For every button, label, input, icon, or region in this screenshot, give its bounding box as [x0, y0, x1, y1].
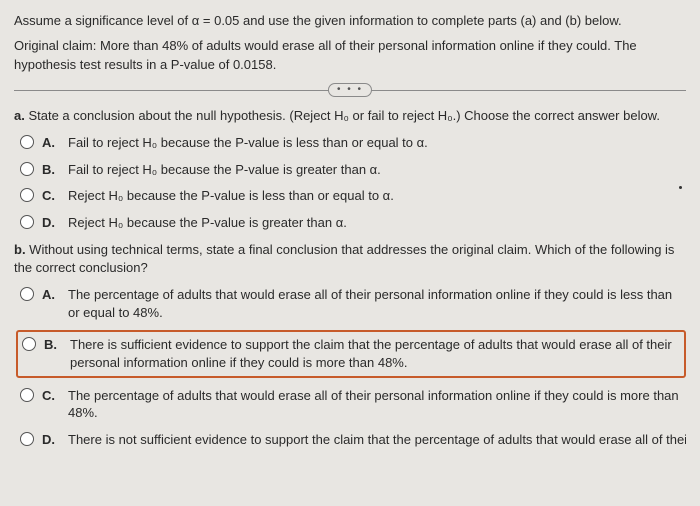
option-a-C[interactable]: C. Reject H₀ because the P-value is less… — [20, 187, 686, 205]
intro-line-1: Assume a significance level of α = 0.05 … — [14, 12, 686, 31]
option-letter: C. — [42, 387, 60, 405]
intro-line-2: Original claim: More than 48% of adults … — [14, 37, 686, 75]
radio-icon[interactable] — [20, 287, 34, 301]
radio-icon[interactable] — [20, 215, 34, 229]
option-text: Fail to reject H₀ because the P-value is… — [68, 161, 686, 179]
option-letter: D. — [42, 214, 60, 232]
option-text: The percentage of adults that would eras… — [68, 286, 686, 321]
part-a-prompt: a. State a conclusion about the null hyp… — [14, 107, 686, 125]
option-b-D[interactable]: D. There is not sufficient evidence to s… — [20, 431, 686, 449]
radio-icon[interactable] — [20, 135, 34, 149]
option-letter: D. — [42, 431, 60, 449]
part-b-prompt: b. Without using technical terms, state … — [14, 241, 686, 276]
option-text: Reject H₀ because the P-value is less th… — [68, 187, 686, 205]
part-b: b. Without using technical terms, state … — [14, 241, 686, 448]
radio-icon[interactable] — [22, 337, 36, 351]
part-b-prompt-text: Without using technical terms, state a f… — [14, 242, 674, 275]
radio-icon[interactable] — [20, 162, 34, 176]
option-a-B[interactable]: B. Fail to reject H₀ because the P-value… — [20, 161, 686, 179]
option-letter: A. — [42, 286, 60, 304]
option-letter: B. — [44, 336, 62, 354]
option-b-B[interactable]: B. There is sufficient evidence to suppo… — [16, 330, 686, 377]
option-text: The percentage of adults that would eras… — [68, 387, 686, 422]
option-text: There is not sufficient evidence to supp… — [68, 431, 686, 449]
radio-icon[interactable] — [20, 388, 34, 402]
part-a: a. State a conclusion about the null hyp… — [14, 107, 686, 232]
radio-icon[interactable] — [20, 432, 34, 446]
option-b-A[interactable]: A. The percentage of adults that would e… — [20, 286, 686, 321]
divider-dots-icon: • • • — [328, 83, 372, 97]
option-a-D[interactable]: D. Reject H₀ because the P-value is grea… — [20, 214, 686, 232]
part-a-prefix: a. — [14, 108, 28, 123]
part-b-prefix: b. — [14, 242, 29, 257]
option-letter: B. — [42, 161, 60, 179]
option-letter: C. — [42, 187, 60, 205]
part-a-prompt-text: State a conclusion about the null hypoth… — [28, 108, 660, 123]
radio-icon[interactable] — [20, 188, 34, 202]
option-b-C[interactable]: C. The percentage of adults that would e… — [20, 387, 686, 422]
problem-intro: Assume a significance level of α = 0.05 … — [14, 12, 686, 75]
part-a-options: A. Fail to reject H₀ because the P-value… — [14, 134, 686, 231]
option-text: Fail to reject H₀ because the P-value is… — [68, 134, 686, 152]
part-b-options: A. The percentage of adults that would e… — [14, 286, 686, 448]
option-text: There is sufficient evidence to support … — [70, 336, 680, 371]
option-letter: A. — [42, 134, 60, 152]
stray-dot-icon — [679, 186, 682, 189]
section-divider: • • • — [14, 83, 686, 97]
option-a-A[interactable]: A. Fail to reject H₀ because the P-value… — [20, 134, 686, 152]
option-text: Reject H₀ because the P-value is greater… — [68, 214, 686, 232]
